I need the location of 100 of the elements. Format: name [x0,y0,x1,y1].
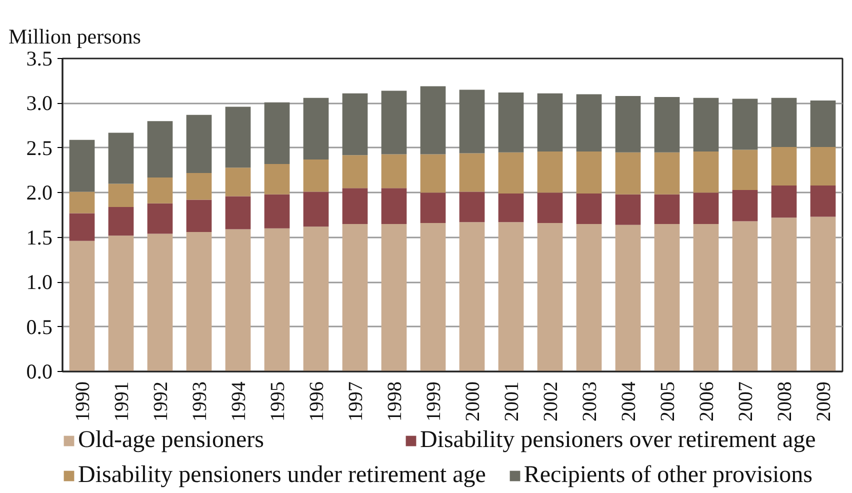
x-tick-label: 2009 [813,382,835,422]
bar [381,188,407,224]
bar [420,223,446,372]
x-tick-label: 1994 [228,382,250,422]
x-tick-label: 2007 [735,382,757,422]
bar [459,222,485,372]
x-tick-label: 1999 [423,382,445,422]
bar [693,224,719,372]
bar [615,224,641,372]
bar [342,224,368,372]
bar [576,152,602,194]
y-tick-label: 0.0 [26,360,52,384]
bar [108,236,134,372]
bar [147,121,173,178]
bar [342,188,368,224]
x-tick-label: 1992 [150,382,172,422]
bar [147,234,173,372]
bar [771,218,797,372]
bar [69,192,95,214]
bar [420,154,446,193]
bar [225,106,251,168]
bar [693,192,719,224]
y-tick-label: 0.5 [26,314,52,339]
bar [225,229,251,372]
x-tick-label: 1997 [345,382,367,422]
bar [186,114,212,173]
bar [303,160,329,192]
bar [69,240,95,372]
bar [420,192,446,224]
bar [654,224,680,372]
bar [537,223,563,372]
bar [615,96,641,152]
bar [771,185,797,218]
x-tick-label: 2002 [540,382,562,422]
x-tick-label: 1991 [111,382,133,422]
legend-label: Recipients of other provisions [524,461,812,489]
bar [771,98,797,148]
bar [576,94,602,152]
bar [303,98,329,160]
bar [537,93,563,152]
bar [303,192,329,227]
bar [654,194,680,224]
bar [225,168,251,196]
bar [108,206,134,236]
x-tick-label: 1993 [189,382,211,422]
bar [381,154,407,188]
bar [771,147,797,186]
legend-label: Disability pensioners over retirement age [420,426,816,454]
bar [264,102,290,164]
x-tick-label: 1998 [384,382,406,422]
bar [186,232,212,372]
bar [498,222,524,372]
x-tick-label: 2001 [501,382,523,422]
x-tick-label: 2004 [618,382,640,422]
bar [108,184,134,207]
y-tick-label: 1.0 [26,270,52,294]
y-tick-label: 2.5 [26,136,52,160]
bar [732,190,758,222]
bar [576,224,602,372]
bar [264,228,290,372]
legend-label: Old-age pensioners [78,426,264,454]
bar [147,203,173,234]
y-tick-label: 2.0 [26,180,52,205]
bar [693,152,719,193]
bar [615,152,641,194]
y-axis-title: Million persons [8,24,141,48]
legend-label: Disability pensioners under retirement age [78,461,486,489]
bar [693,98,719,152]
bar [186,200,212,232]
bar [147,177,173,204]
bar [654,152,680,194]
bar [615,194,641,225]
x-tick-label: 2005 [657,382,679,422]
bar [459,90,485,154]
bar [381,224,407,372]
bar [69,140,95,192]
bar [264,194,290,228]
bar [69,213,95,241]
bar [420,86,446,154]
bar [498,92,524,152]
bar [732,98,758,150]
bar [810,100,836,148]
x-tick-label: 2006 [696,382,718,422]
bar [576,194,602,224]
x-tick-label: 1995 [267,382,289,422]
bar [108,132,134,184]
bar [342,93,368,156]
bar [303,226,329,372]
bar [459,153,485,192]
y-tick-label: 3.5 [26,46,52,70]
x-tick-label: 1996 [306,382,328,422]
bar [381,90,407,154]
x-tick-label: 2008 [774,382,796,422]
bar [732,150,758,190]
bar [264,164,290,194]
bar [810,185,836,217]
bar [225,196,251,230]
x-tick-label: 1990 [72,382,94,422]
bar [810,147,836,186]
x-tick-label: 2003 [579,382,601,422]
